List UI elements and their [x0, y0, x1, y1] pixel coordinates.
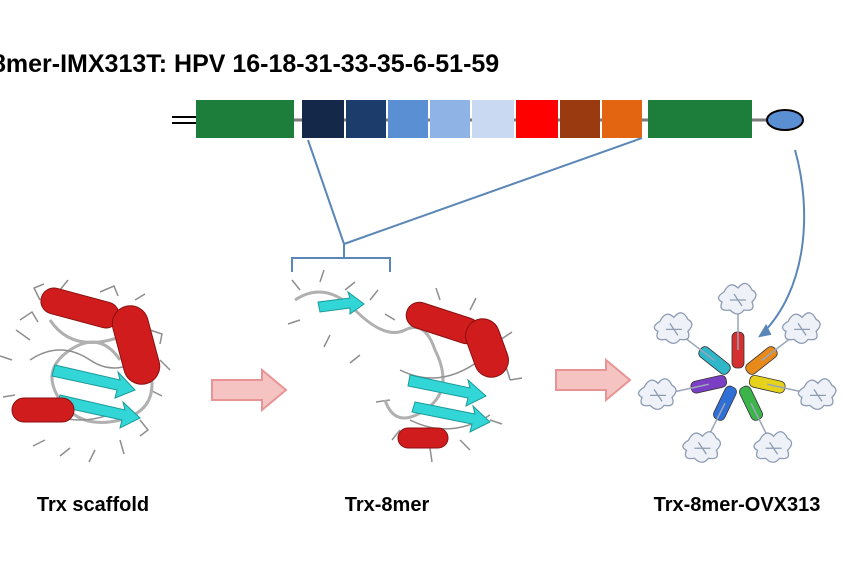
construct-segment — [388, 100, 428, 138]
figure-title: 8mer-IMX313T: HPV 16-18-31-33-35-6-51-59 — [0, 50, 500, 78]
caption-trx-scaffold: Trx scaffold — [36, 494, 150, 516]
construct-segment — [430, 100, 470, 138]
alpha-helices — [11, 287, 161, 423]
trx-scaffold-structure — [0, 279, 171, 463]
connector-line — [307, 139, 345, 245]
construct-segment — [346, 100, 386, 138]
construct-bar — [172, 100, 804, 138]
process-arrow-2 — [555, 357, 632, 403]
process-arrow-1 — [211, 367, 288, 413]
trx-8mer-domain — [717, 282, 757, 315]
construct-segment — [196, 100, 294, 138]
connector-arrowhead — [757, 323, 772, 338]
connector-line — [343, 137, 643, 245]
beta-sheet — [407, 374, 491, 433]
construct-segment — [602, 100, 642, 138]
trx-8mer-domain — [797, 378, 837, 411]
trx-8mer-domain — [781, 312, 821, 345]
insert-bracket — [291, 257, 391, 272]
construct-segment — [302, 100, 344, 138]
beta-strand — [317, 290, 365, 315]
trx-8mer-domain — [682, 431, 722, 463]
trx-8mer-structure — [287, 269, 523, 463]
construct-segment — [648, 100, 752, 138]
trx-8mer-domain — [637, 378, 677, 411]
alpha-helices — [397, 301, 509, 449]
construct-segment — [516, 100, 558, 138]
construct-segment — [472, 100, 514, 138]
oligomerization-tail — [766, 109, 804, 131]
caption-trx-8mer-ovx313: Trx-8mer-OVX313 — [653, 494, 821, 516]
construct-segment — [560, 100, 600, 138]
trx-8mer-domain — [653, 312, 693, 345]
trx-8mer-ovx313-structure — [637, 282, 837, 463]
connector-curve — [759, 149, 806, 337]
trx-8mer-domain — [753, 431, 793, 463]
beta-sheet — [51, 364, 141, 429]
connectors — [291, 137, 806, 338]
caption-trx-8mer: Trx-8mer — [344, 494, 430, 516]
